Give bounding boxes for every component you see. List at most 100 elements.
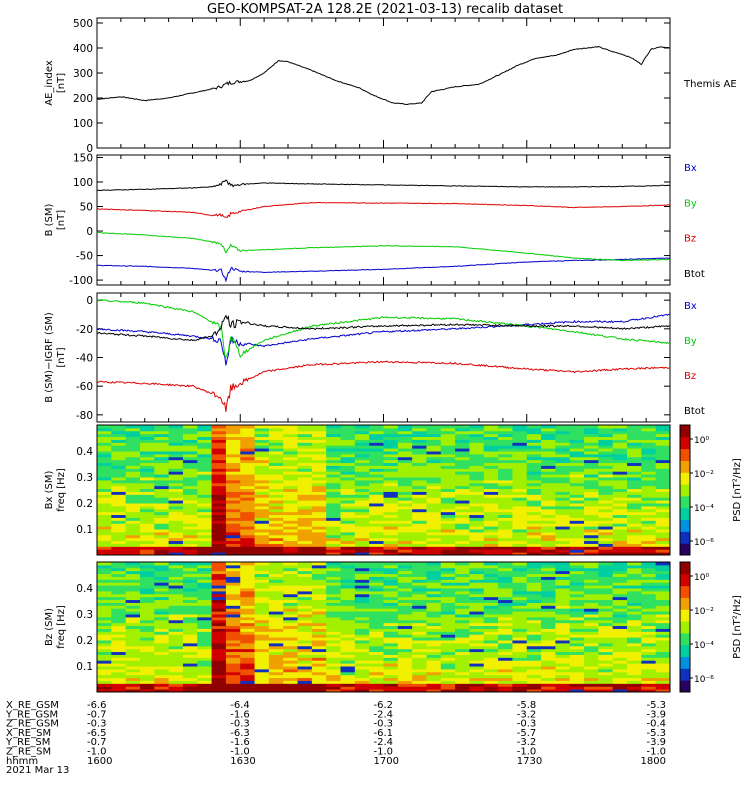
heatmap-cell [397, 588, 413, 592]
heatmap-cell [297, 462, 313, 466]
heatmap-cell [283, 573, 299, 577]
heatmap-cell [512, 611, 528, 615]
heatmap-cell [354, 599, 370, 603]
heatmap-cell [612, 596, 628, 601]
heatmap-cell [268, 614, 284, 618]
heatmap-cell [397, 474, 413, 478]
heatmap-cell [440, 642, 456, 647]
heatmap-cell [139, 631, 155, 635]
heatmap-cell [541, 546, 556, 550]
heatmap-cell [655, 579, 671, 583]
heatmap-cell [340, 479, 356, 484]
heatmap-cell [297, 526, 313, 530]
heatmap-cell [268, 570, 284, 575]
heatmap-cell [627, 453, 642, 458]
heatmap-cell [426, 686, 442, 690]
heatmap-cell [627, 654, 642, 658]
heatmap-cell [268, 660, 284, 664]
heatmap-cell [641, 511, 657, 516]
heatmap-cell [655, 590, 671, 595]
heatmap-cell [240, 619, 256, 624]
heatmap-cell [197, 663, 213, 667]
heatmap-cell [139, 588, 155, 592]
heatmap-cell [283, 599, 299, 603]
heatmap-cell [297, 680, 313, 684]
heatmap-cell [397, 523, 413, 527]
heatmap-cell [397, 582, 413, 586]
heatmap-cell [612, 497, 628, 501]
heatmap-cell [655, 436, 671, 440]
heatmap-cell [569, 425, 585, 429]
heatmap-cell [498, 534, 513, 539]
heatmap-cell [498, 637, 513, 641]
heatmap-cell [569, 477, 585, 481]
heatmap-cell [569, 439, 585, 443]
heatmap-cell [598, 642, 614, 647]
heatmap-cell [139, 562, 155, 566]
heatmap-cell [526, 439, 542, 443]
heatmap-cell [197, 582, 213, 586]
heatmap-cell [584, 477, 599, 481]
heatmap-cell [498, 582, 513, 586]
heatmap-cell [297, 543, 313, 547]
heatmap-cell [541, 442, 556, 446]
heatmap-cell [354, 642, 370, 647]
heatmap-cell [354, 562, 370, 566]
heatmap-cell [125, 485, 141, 490]
heatmap-cell [397, 425, 413, 429]
heatmap-cell [311, 562, 327, 566]
heatmap-cell [211, 485, 227, 490]
heatmap-cell [125, 642, 141, 647]
heatmap-cell [426, 474, 442, 478]
heatmap-cell [254, 456, 270, 461]
heatmap-cell [182, 689, 198, 693]
heatmap-cell [440, 520, 456, 524]
heatmap-cell [655, 666, 671, 670]
heatmap-cell [584, 651, 599, 655]
heatmap-cell [311, 637, 327, 641]
heatmap-cell [383, 537, 399, 542]
heatmap-cell [97, 491, 112, 495]
heatmap-cell [641, 503, 657, 507]
heatmap-cell [483, 657, 499, 661]
heatmap-cell [526, 640, 542, 644]
heatmap-cell [412, 543, 427, 547]
heatmap-cell [125, 543, 141, 547]
heatmap-cell [125, 686, 141, 690]
heatmap-cell [584, 576, 599, 580]
ytick-label: -40 [76, 353, 93, 365]
heatmap-cell [627, 628, 642, 632]
heatmap-cell [369, 482, 384, 487]
heatmap-cell [469, 520, 485, 524]
heatmap-cell [297, 579, 313, 583]
heatmap-cell [354, 648, 370, 653]
heatmap-cell [311, 588, 327, 592]
heatmap-cell [182, 567, 198, 572]
heatmap-cell [297, 562, 313, 566]
heatmap-cell [655, 567, 671, 572]
heatmap-cell [655, 619, 671, 624]
heatmap-cell [440, 526, 456, 530]
heatmap-cell [154, 686, 170, 690]
heatmap-cell [469, 543, 485, 547]
heatmap-cell [97, 488, 112, 492]
heatmap-cell [655, 588, 671, 592]
heatmap-cell [541, 588, 556, 592]
heatmap-cell [627, 517, 642, 521]
heatmap-cell [483, 631, 499, 635]
heatmap-cell [254, 500, 270, 504]
heatmap-cell [197, 514, 213, 518]
heatmap-cell [182, 579, 198, 583]
heatmap-cell [498, 608, 513, 612]
heatmap-cell [111, 425, 127, 429]
heatmap-cell [225, 614, 241, 618]
heatmap-cell [397, 619, 413, 624]
heatmap-cell [440, 439, 456, 443]
heatmap-cell [283, 477, 299, 481]
heatmap-cell [526, 482, 542, 487]
heatmap-cell [555, 648, 571, 653]
heatmap-cell [240, 430, 256, 435]
heatmap-cell [311, 582, 327, 586]
heatmap-cell [211, 529, 227, 533]
heatmap-cell [383, 462, 399, 466]
